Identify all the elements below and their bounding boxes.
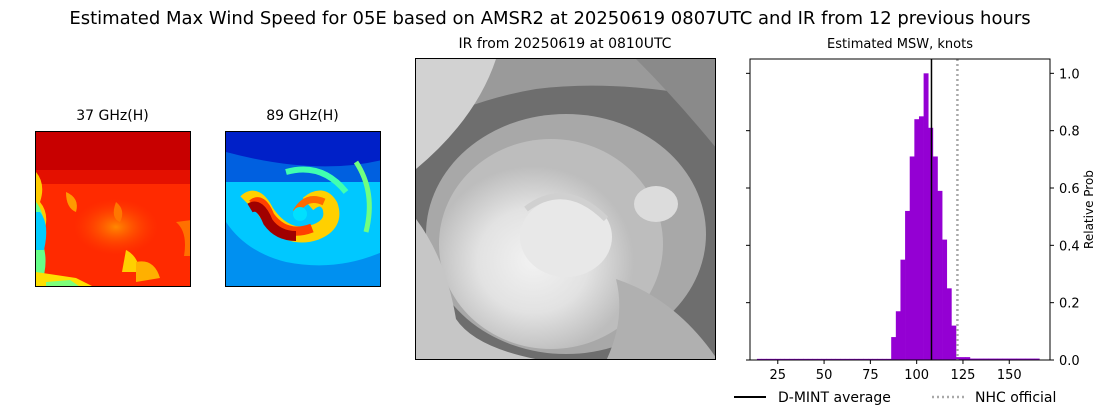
y-tick-label: 0.8 bbox=[1059, 125, 1080, 140]
histogram-bar bbox=[937, 190, 943, 360]
histogram-bar bbox=[886, 358, 892, 360]
histogram-bar bbox=[803, 358, 809, 360]
x-tick-label: 50 bbox=[816, 368, 833, 383]
histogram-bar bbox=[831, 358, 836, 360]
y-tick-label: 0.0 bbox=[1059, 354, 1080, 369]
histogram-bar bbox=[946, 288, 952, 360]
histogram-bar bbox=[761, 358, 767, 360]
histogram-bar bbox=[969, 358, 975, 360]
histogram-bar bbox=[1002, 358, 1008, 360]
y-tick-label: 1.0 bbox=[1059, 67, 1080, 82]
histogram-bar bbox=[868, 358, 873, 360]
x-axis-ticks: 25 50 75 100 125 150 bbox=[770, 360, 1022, 383]
x-tick-label: 75 bbox=[862, 368, 879, 383]
histogram-bar bbox=[849, 358, 855, 360]
histogram-bar bbox=[988, 358, 994, 360]
histogram-bar bbox=[877, 358, 883, 360]
histogram-bar bbox=[835, 358, 841, 360]
histogram-bar bbox=[983, 358, 989, 360]
y-axis-label: Relative Prob bbox=[1082, 170, 1096, 249]
legend-nhc-label: NHC official bbox=[975, 390, 1056, 406]
histogram-bar bbox=[1030, 358, 1036, 360]
y-axis-ticks: 0.0 0.2 0.4 0.6 0.8 1.0 bbox=[746, 67, 1080, 369]
histogram-bar bbox=[784, 358, 790, 360]
histogram-bar bbox=[826, 358, 832, 360]
histogram-bar bbox=[1034, 358, 1040, 360]
histogram-bar bbox=[965, 357, 971, 360]
histogram-bar bbox=[900, 259, 906, 360]
histogram-bar bbox=[923, 73, 929, 360]
histogram-bar bbox=[775, 358, 781, 360]
panel-89ghz-title: 89 GHz(H) bbox=[266, 108, 339, 124]
y-tick-label: 0.4 bbox=[1059, 239, 1080, 254]
histogram-bar bbox=[895, 311, 901, 360]
histogram-bar bbox=[918, 116, 924, 360]
histogram-bar bbox=[993, 358, 998, 360]
histogram-bar bbox=[840, 358, 846, 360]
histogram-bar bbox=[881, 358, 887, 360]
histogram-bar bbox=[914, 119, 920, 360]
histogram-bar bbox=[909, 156, 915, 360]
infrared-satellite-image bbox=[415, 58, 716, 360]
histogram-bar bbox=[770, 358, 776, 360]
histogram-bar bbox=[942, 239, 948, 360]
histogram-bar bbox=[1020, 358, 1026, 360]
x-tick-label: 25 bbox=[770, 368, 787, 383]
histogram-axes-frame bbox=[749, 58, 1051, 361]
histogram-bar bbox=[956, 357, 961, 360]
panel-ir-title: IR from 20250619 at 0810UTC bbox=[458, 36, 672, 52]
histogram-bars bbox=[756, 73, 1040, 360]
histogram-bar bbox=[858, 358, 864, 360]
x-tick-label: 150 bbox=[997, 368, 1022, 383]
histogram-bar bbox=[821, 358, 827, 360]
histogram-bar bbox=[766, 358, 772, 360]
histogram-bar bbox=[780, 358, 786, 360]
histogram-bar bbox=[974, 358, 980, 360]
histogram-bar bbox=[863, 358, 869, 360]
histogram-bar bbox=[1011, 358, 1017, 360]
histogram-bar bbox=[1016, 358, 1022, 360]
histogram-bar bbox=[960, 357, 966, 360]
histogram-bar bbox=[891, 337, 897, 360]
histogram-bar bbox=[789, 358, 795, 360]
panel-37ghz-title: 37 GHz(H) bbox=[76, 108, 149, 124]
histogram-bar bbox=[872, 358, 878, 360]
histogram-bar bbox=[951, 325, 957, 360]
histogram-bar bbox=[932, 156, 938, 360]
histogram-bar bbox=[807, 358, 813, 360]
histogram-bar bbox=[979, 358, 985, 360]
histogram-bar bbox=[812, 358, 818, 360]
histogram-bar bbox=[793, 358, 799, 360]
legend-dmint-label: D-MINT average bbox=[778, 390, 891, 406]
microwave-89ghz-image bbox=[225, 131, 381, 287]
histogram-title: Estimated MSW, knots bbox=[827, 37, 973, 52]
figure-title: Estimated Max Wind Speed for 05E based o… bbox=[69, 8, 1031, 29]
histogram-bar bbox=[817, 358, 823, 360]
y-tick-label: 0.2 bbox=[1059, 297, 1080, 312]
histogram-bar bbox=[798, 358, 804, 360]
histogram-bar bbox=[1006, 358, 1012, 360]
histogram-bar bbox=[905, 210, 911, 360]
microwave-37ghz-image bbox=[35, 131, 191, 287]
x-tick-label: 125 bbox=[951, 368, 976, 383]
histogram-bar bbox=[854, 358, 860, 360]
histogram-bar bbox=[756, 358, 762, 360]
x-tick-label: 100 bbox=[904, 368, 929, 383]
histogram-bar bbox=[1025, 358, 1031, 360]
histogram-bar bbox=[928, 127, 934, 360]
histogram-bar bbox=[844, 358, 850, 360]
y-tick-label: 0.6 bbox=[1059, 182, 1080, 197]
histogram-bar bbox=[997, 358, 1003, 360]
